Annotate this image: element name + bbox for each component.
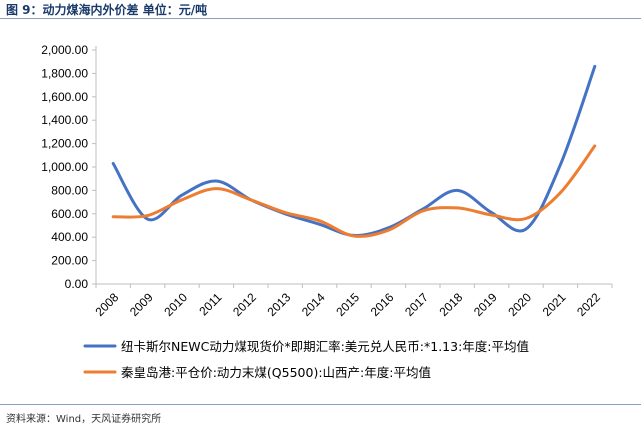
line-chart: 0.00 200.00 400.00 600.00 800.00 1,000.00 1,20…	[41, 43, 613, 380]
x-tick-label: 2022	[574, 290, 603, 319]
x-tick-label: 2014	[299, 290, 328, 319]
series-line-2	[111, 144, 597, 238]
x-tick-label: 2017	[402, 290, 431, 319]
legend-label-1: 纽卡斯尔NEWC动力煤现货价*即期汇率:美元兑人民币:*1.13:年度:平均值	[121, 339, 529, 354]
y-tick-label: 400.00	[51, 230, 88, 244]
y-tick-label: 800.00	[51, 183, 88, 197]
series-line-1	[111, 64, 597, 237]
figure-title: 图 9：动力煤海内外价差 单位：元/吨	[6, 3, 208, 17]
y-tick-label: 600.00	[51, 207, 88, 221]
bottom-rule	[0, 404, 641, 405]
chart-series	[111, 64, 597, 238]
x-tick-label: 2010	[161, 290, 190, 319]
y-tick-label: 1,600.00	[41, 90, 88, 104]
source-note: 资料来源：Wind，天风证券研究所	[6, 414, 162, 425]
y-tick-label: 1,200.00	[41, 137, 88, 151]
x-tick-label: 2015	[333, 290, 362, 319]
y-tick-label: 1,800.00	[41, 66, 88, 80]
x-tick-label: 2016	[368, 290, 397, 319]
x-tick-label: 2021	[540, 290, 569, 319]
x-tick-label: 2011	[196, 290, 224, 318]
chart-legend: 纽卡斯尔NEWC动力煤现货价*即期汇率:美元兑人民币:*1.13:年度:平均值秦…	[83, 339, 529, 380]
y-tick-label: 1,400.00	[41, 113, 88, 127]
legend-label-2: 秦皇岛港:平仓价:动力末煤(Q5500):山西产:年度:平均值	[121, 365, 431, 380]
y-tick-label: 2,000.00	[41, 43, 88, 57]
top-rule	[0, 18, 641, 19]
x-tick-label: 2013	[265, 290, 294, 319]
y-tick-label: 200.00	[51, 254, 88, 268]
x-tick-label: 2019	[471, 290, 500, 319]
x-tick-label: 2018	[437, 290, 466, 319]
x-tick-label: 2020	[505, 290, 534, 319]
x-tick-label: 2012	[230, 290, 259, 319]
y-tick-label: 0.00	[65, 277, 89, 291]
chart-axes: 0.00 200.00 400.00 600.00 800.00 1,000.00 1,20…	[41, 43, 613, 319]
x-tick-label: 2008	[93, 290, 122, 319]
y-tick-label: 1,000.00	[41, 160, 88, 174]
x-tick-label: 2009	[127, 290, 156, 319]
